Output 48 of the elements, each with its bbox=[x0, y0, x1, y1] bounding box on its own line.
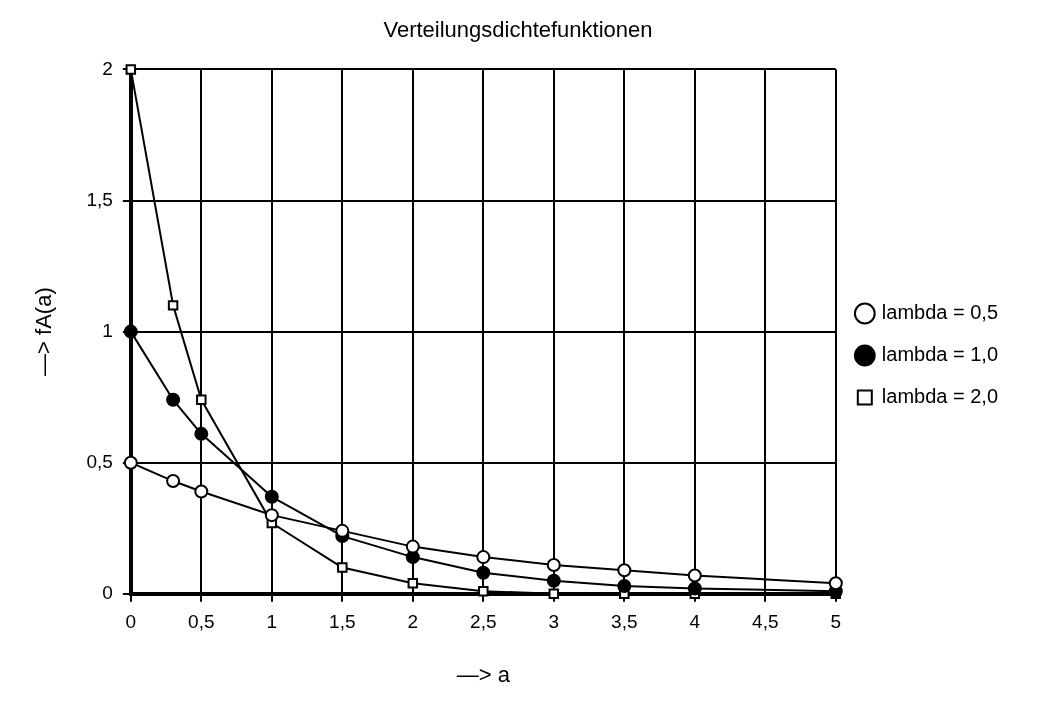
point bbox=[125, 64, 137, 75]
legend-label: lambda = 2,0 bbox=[881, 385, 999, 408]
point bbox=[546, 557, 561, 572]
x-tick-label: 2 bbox=[407, 611, 419, 633]
legend-label: lambda = 1,0 bbox=[881, 343, 999, 366]
y-tick-label: 0 bbox=[102, 582, 113, 604]
x-tick-label: 2,5 bbox=[470, 611, 497, 633]
point bbox=[194, 484, 209, 499]
x-tick-label: 0,5 bbox=[188, 611, 215, 633]
point bbox=[335, 523, 350, 538]
point bbox=[687, 581, 702, 596]
x-axis-title: —> a bbox=[456, 661, 511, 687]
point bbox=[617, 578, 632, 593]
x-tick-label: 3 bbox=[548, 611, 560, 633]
point bbox=[476, 550, 491, 565]
point bbox=[123, 455, 138, 470]
x-tick-label: 1,5 bbox=[329, 611, 356, 633]
x-tick-label: 4,5 bbox=[752, 611, 779, 633]
point bbox=[264, 508, 279, 523]
chart-title: Verteilungsdichtefunktionen bbox=[383, 17, 653, 43]
x-tick-label: 5 bbox=[830, 611, 842, 633]
y-tick-label: 1 bbox=[102, 319, 113, 341]
point bbox=[546, 573, 561, 588]
y-tick-label: 0,5 bbox=[86, 450, 113, 472]
point bbox=[166, 392, 181, 407]
point bbox=[337, 562, 348, 573]
point bbox=[167, 300, 179, 311]
x-tick-label: 1 bbox=[266, 611, 278, 633]
x-tick-label: 4 bbox=[689, 611, 701, 633]
point bbox=[617, 563, 632, 578]
point bbox=[687, 568, 702, 583]
point bbox=[476, 565, 491, 580]
y-tick-label: 1,5 bbox=[86, 188, 113, 210]
point bbox=[478, 585, 489, 597]
point bbox=[405, 539, 420, 554]
y-tick-label: 2 bbox=[102, 57, 113, 79]
legend-label: lambda = 0,5 bbox=[881, 301, 999, 324]
x-tick-label: 3,5 bbox=[611, 611, 638, 633]
point bbox=[194, 426, 209, 441]
x-tick-label: 0 bbox=[125, 611, 137, 633]
point bbox=[548, 588, 560, 600]
y-axis-title: —> fA(a) bbox=[31, 287, 57, 376]
point bbox=[196, 394, 207, 406]
point bbox=[828, 576, 843, 591]
point bbox=[166, 474, 181, 489]
point bbox=[123, 324, 138, 339]
point bbox=[264, 489, 279, 504]
point bbox=[407, 578, 419, 589]
